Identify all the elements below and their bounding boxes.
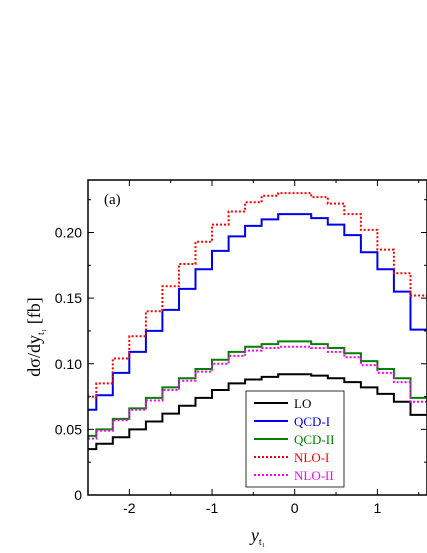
y-axis-title: dσ/dyt₁ [fb] (24, 297, 47, 376)
y-axis-title-sub: t₁ (36, 329, 47, 335)
tick-labels: 0 0.05 0.10 0.15 0.20 -2 -1 0 1 (55, 225, 382, 517)
x-tick-label: -2 (123, 500, 136, 516)
x-tick-label: 1 (373, 500, 381, 516)
legend-label: NLO-II (294, 468, 334, 483)
y-tick-label: 0.15 (55, 290, 82, 306)
series-lo (88, 373, 427, 451)
plot-frame (87, 179, 427, 496)
y-tick-label: 0.10 (55, 356, 82, 372)
y-tick-label: 0.20 (55, 225, 82, 241)
legend: LO QCD-I QCD-II NLO-I NLO-II (245, 390, 345, 488)
x-axis-title-sub: t₁ (259, 537, 265, 548)
legend-label: LO (294, 396, 311, 411)
series-layer (88, 192, 427, 451)
panel-label: (a) (104, 192, 121, 208)
x-axis-title: yt₁ (249, 525, 265, 548)
x-tick-label: 0 (291, 500, 299, 516)
y-tick-label: 0.05 (55, 421, 82, 437)
legend-label: NLO-I (294, 450, 329, 465)
ticks-layer (87, 180, 427, 496)
y-axis-title-unit: [fb] (24, 297, 44, 328)
legend-label: QCD-II (294, 432, 334, 447)
y-tick-label: 0 (74, 487, 82, 503)
x-tick-label: -1 (206, 500, 219, 516)
series-nlo-ii (88, 345, 427, 440)
series-nlo-i (88, 192, 427, 398)
legend-label: QCD-I (294, 414, 330, 429)
series-qcd-i (88, 213, 427, 411)
series-qcd-ii (88, 340, 427, 437)
